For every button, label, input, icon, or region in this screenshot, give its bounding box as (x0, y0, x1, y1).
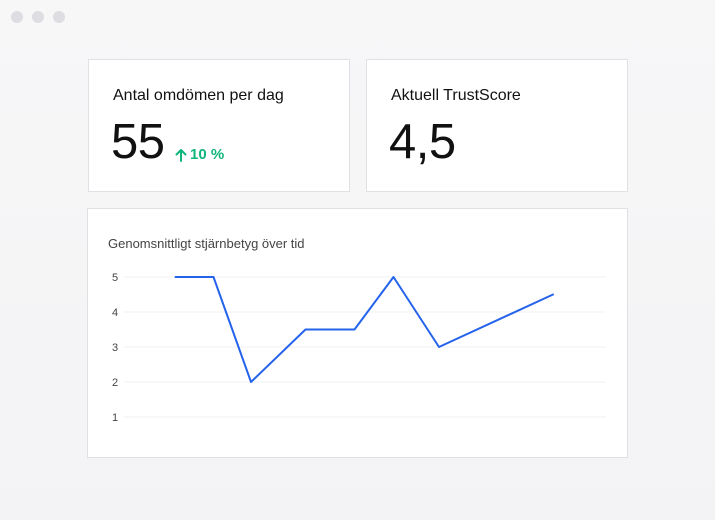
chart-title: Genomsnittligt stjärnbetyg över tid (108, 236, 305, 251)
trustscore-value: 4,5 (389, 115, 456, 169)
average-rating-line-chart: 1 2 3 4 5 (112, 272, 606, 424)
reviews-per-day-delta: 10 % (175, 146, 224, 163)
y-tick-label-2: 2 (112, 377, 118, 389)
trustscore-label: Aktuell TrustScore (391, 87, 521, 104)
window-dot-maximize[interactable] (53, 11, 65, 23)
reviews-per-day-delta-text: 10 % (190, 146, 225, 163)
window-controls (11, 11, 65, 23)
trustscore-card: Aktuell TrustScore 4,5 (366, 59, 628, 192)
reviews-per-day-value: 55 (111, 115, 165, 169)
y-tick-label-1: 1 (112, 412, 118, 424)
window-dot-close[interactable] (11, 11, 23, 23)
reviews-per-day-card: Antal omdömen per dag 55 10 % (88, 59, 350, 192)
reviews-per-day-label: Antal omdömen per dag (113, 87, 284, 104)
y-tick-label-4: 4 (112, 307, 118, 319)
rating-series-line (174, 276, 554, 383)
average-rating-chart-card: Genomsnittligt stjärnbetyg över tid 1 2 3 4… (87, 208, 628, 458)
arrow-up-icon (175, 148, 187, 162)
y-tick-label-5: 5 (112, 272, 118, 284)
window-dot-minimize[interactable] (32, 11, 44, 23)
y-tick-label-3: 3 (112, 342, 118, 354)
